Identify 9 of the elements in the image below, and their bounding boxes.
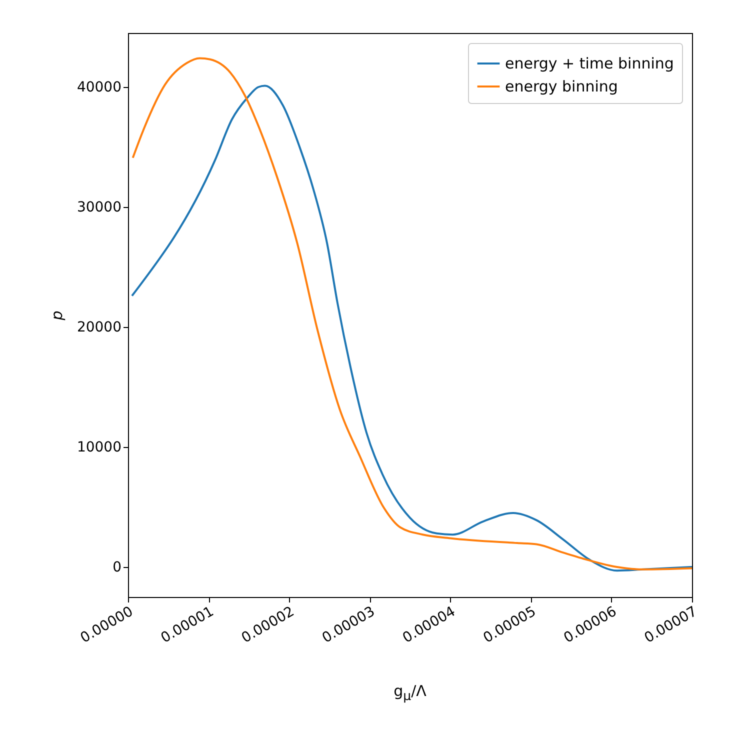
y-tick-label: 40000 <box>76 80 122 96</box>
legend-label: energy binning <box>505 78 618 96</box>
y-tick-label: 20000 <box>76 320 122 336</box>
y-axis-title: p <box>48 310 66 322</box>
y-tick-label: 30000 <box>76 200 122 216</box>
legend-label: energy + time binning <box>505 54 674 72</box>
y-tick-label: 10000 <box>76 440 122 456</box>
x-axis-title: g$_{μ}$/Λ <box>392 682 428 703</box>
y-tick-label: 0 <box>112 560 122 576</box>
